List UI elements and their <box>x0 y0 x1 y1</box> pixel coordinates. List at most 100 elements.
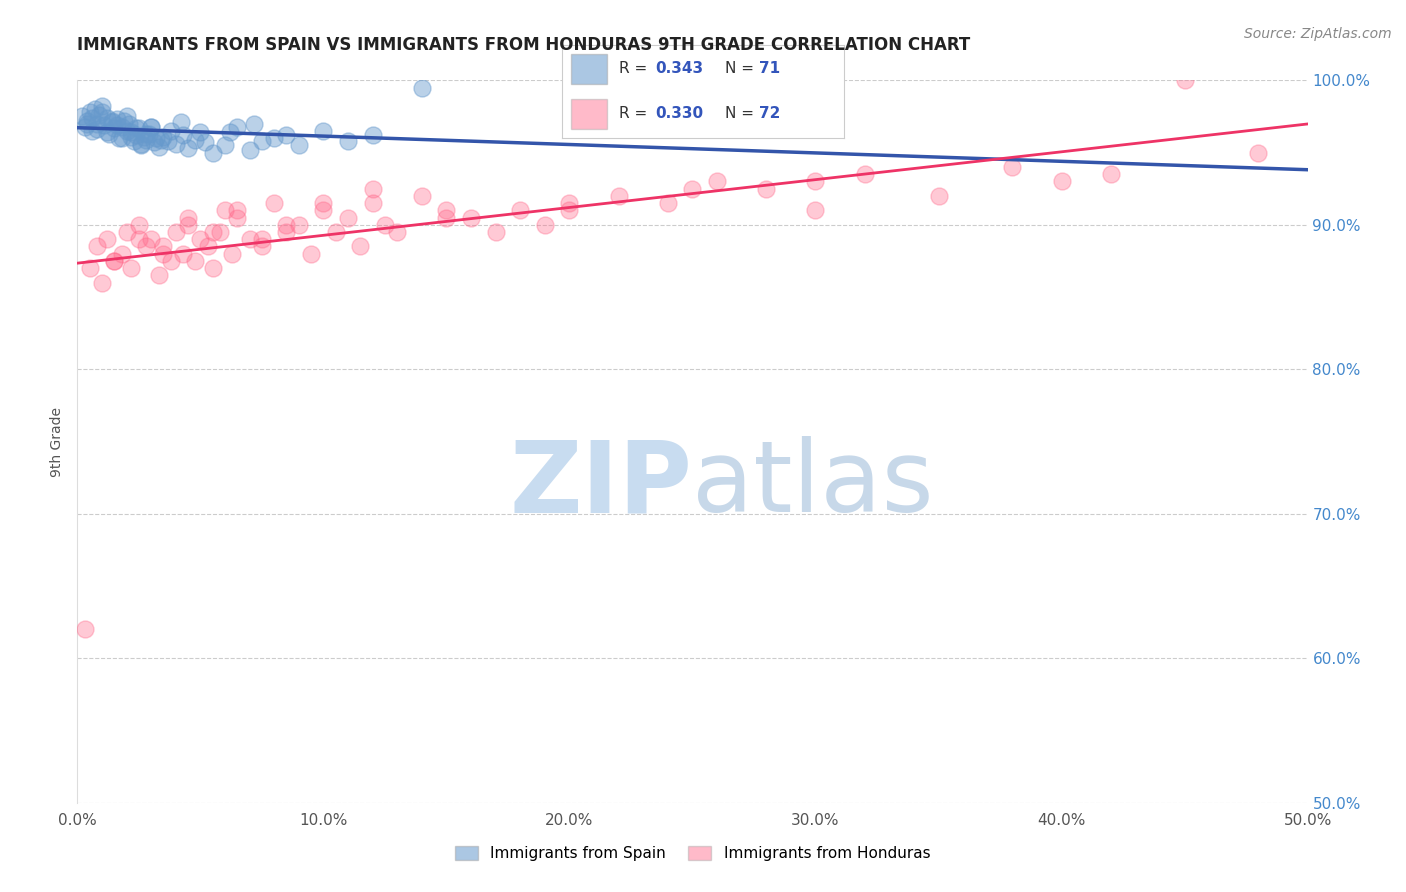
Point <box>90 105 114 120</box>
Point <box>1099 167 1122 181</box>
Point <box>128 120 150 135</box>
Point <box>361 196 384 211</box>
Point <box>145 131 167 145</box>
Point <box>607 189 630 203</box>
Point <box>188 232 212 246</box>
Point <box>460 211 482 225</box>
Point <box>160 124 183 138</box>
Point <box>98 127 121 141</box>
Point <box>122 134 145 148</box>
Point <box>312 124 335 138</box>
Text: 71: 71 <box>759 62 780 77</box>
Y-axis label: 9th Grade: 9th Grade <box>51 407 65 476</box>
Point <box>152 239 174 253</box>
Point <box>83 102 105 116</box>
Point <box>142 136 165 150</box>
Point <box>135 239 157 253</box>
Point <box>101 115 124 129</box>
Point <box>132 129 155 144</box>
Point <box>374 218 396 232</box>
Text: atlas: atlas <box>693 436 934 533</box>
Point <box>177 218 200 232</box>
Point <box>194 136 217 150</box>
Point <box>209 225 232 239</box>
Point <box>125 128 148 143</box>
Point <box>93 118 115 132</box>
Point <box>226 211 249 225</box>
Point <box>509 203 531 218</box>
Text: Source: ZipAtlas.com: Source: ZipAtlas.com <box>1244 27 1392 41</box>
Point <box>1247 145 1270 160</box>
Point <box>288 138 311 153</box>
Text: 0.330: 0.330 <box>655 106 703 121</box>
Point <box>201 145 224 160</box>
Point <box>152 129 174 144</box>
Point <box>115 124 138 138</box>
Point <box>349 239 371 253</box>
Point <box>160 254 183 268</box>
Point <box>214 138 236 153</box>
Point <box>76 117 98 131</box>
FancyBboxPatch shape <box>571 99 607 129</box>
Point <box>96 232 118 246</box>
Point <box>226 120 249 134</box>
Point <box>121 261 143 276</box>
Point <box>657 196 679 211</box>
Point <box>534 218 557 232</box>
Point <box>103 254 125 268</box>
Point <box>135 132 157 146</box>
Point <box>706 174 728 188</box>
Point <box>150 132 173 146</box>
Point <box>148 140 170 154</box>
Point <box>325 225 347 239</box>
Point <box>755 181 778 195</box>
Point <box>177 141 200 155</box>
Point <box>165 225 187 239</box>
Point <box>243 117 266 131</box>
Point <box>1050 174 1073 188</box>
Point <box>197 239 219 253</box>
Point <box>1174 73 1197 87</box>
Point <box>129 136 153 151</box>
Text: IMMIGRANTS FROM SPAIN VS IMMIGRANTS FROM HONDURAS 9TH GRADE CORRELATION CHART: IMMIGRANTS FROM SPAIN VS IMMIGRANTS FROM… <box>77 36 970 54</box>
Point <box>90 99 114 113</box>
Point <box>172 246 194 260</box>
Point <box>96 111 118 125</box>
Point <box>141 120 163 134</box>
Point <box>201 261 224 276</box>
Text: R =: R = <box>619 62 652 77</box>
Point <box>312 203 335 218</box>
Point <box>337 134 360 148</box>
Point <box>239 232 262 246</box>
Point <box>361 128 384 143</box>
Point <box>90 276 114 290</box>
Point <box>79 261 101 276</box>
Point <box>1001 160 1024 174</box>
Point <box>138 127 160 141</box>
Point <box>221 246 243 260</box>
Point <box>118 117 141 131</box>
FancyBboxPatch shape <box>571 54 607 84</box>
Legend: Immigrants from Spain, Immigrants from Honduras: Immigrants from Spain, Immigrants from H… <box>449 840 936 867</box>
Point <box>86 122 108 136</box>
Point <box>108 131 131 145</box>
Point <box>111 120 132 134</box>
Point <box>125 120 148 135</box>
Text: ZIP: ZIP <box>509 436 693 533</box>
Point <box>73 120 96 134</box>
Point <box>82 111 104 125</box>
Point <box>219 125 242 139</box>
Point <box>299 246 322 260</box>
Point <box>103 254 125 268</box>
Point <box>128 232 150 246</box>
Point <box>112 113 135 128</box>
Point <box>288 218 311 232</box>
Point <box>86 117 108 131</box>
Point <box>226 203 249 218</box>
Point <box>853 167 876 181</box>
Text: N =: N = <box>725 62 759 77</box>
Point <box>115 225 138 239</box>
Point <box>337 211 360 225</box>
Point <box>250 239 273 253</box>
Point <box>276 225 298 239</box>
